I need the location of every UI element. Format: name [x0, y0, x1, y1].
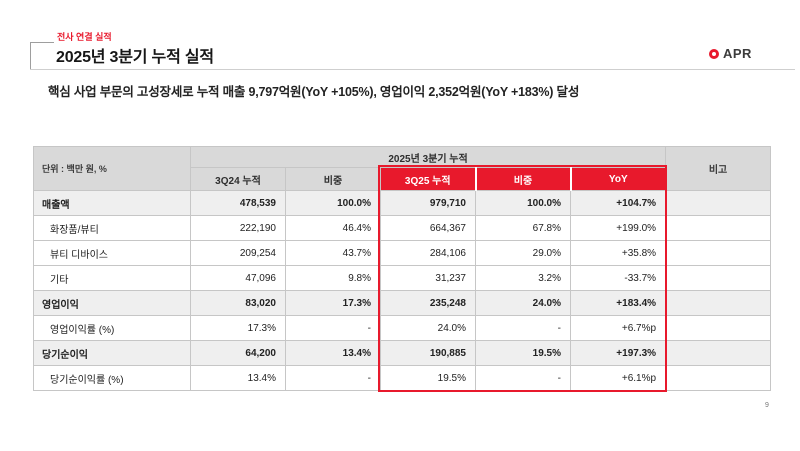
unit-label: 단위 : 백만 원, %	[33, 146, 191, 191]
table-cell: 100.0%	[285, 190, 381, 216]
logo-ring-icon	[709, 48, 719, 59]
table-row: 영업이익률 (%) 17.3% -24.0% - +6.7%p	[33, 315, 772, 341]
table-cell: 31,237	[380, 265, 476, 291]
group-header: 2025년 3분기 누적	[189, 146, 667, 168]
table-cell: 24.0%	[380, 315, 476, 341]
table-cell: 100.0%	[475, 190, 571, 216]
table-cell: +104.7%	[569, 190, 667, 216]
table-cell: -33.7%	[569, 265, 667, 291]
table-cell: +199.0%	[569, 215, 667, 241]
column-header: 비중	[285, 167, 381, 191]
table-cell: 24.0%	[475, 290, 571, 316]
table-cell: 64,200	[190, 340, 286, 366]
row-label: 당기순이익	[33, 340, 191, 366]
table-row: 당기순이익 64,200 13.4% 190,885 19.5% +197.3%	[33, 340, 772, 366]
table-cell: +6.7%p	[569, 315, 667, 341]
row-label: 뷰티 디바이스	[33, 240, 191, 266]
table-cell: +6.1%p	[569, 365, 667, 391]
note-cell	[665, 290, 772, 316]
table-cell: 284,106	[380, 240, 476, 266]
section-label: 전사 연결 실적	[57, 32, 112, 42]
table-cell: 9.8%	[285, 265, 381, 291]
table-cell: 19.5%	[380, 365, 476, 391]
table-cell: 979,710	[380, 190, 476, 216]
header-divider	[30, 69, 795, 70]
results-table: 단위 : 백만 원, % 2025년 3분기 누적 비고 3Q24 누적 비중 3Q…	[33, 146, 772, 391]
title-bracket-left	[30, 42, 31, 69]
table-cell: -	[475, 315, 571, 341]
table-cell: 3.2%	[475, 265, 571, 291]
table-cell: -	[285, 315, 381, 341]
results-table-body: 매출액 478,539 100.0% 979,710 100.0% +104.7% 화장품/…	[33, 190, 772, 391]
note-cell	[665, 315, 772, 341]
note-cell	[665, 215, 772, 241]
table-row: 화장품/뷰티 222,190 46.4% 664,367 67.8% +199.0%	[33, 215, 772, 241]
column-header: 3Q24 누적	[190, 167, 286, 191]
table-cell: 19.5%	[475, 340, 571, 366]
table-cell: -	[475, 365, 571, 391]
table-cell: 13.4%	[190, 365, 286, 391]
note-cell	[665, 265, 772, 291]
row-label: 당기순이익률 (%)	[33, 365, 191, 391]
table-row: 뷰티 디바이스 209,254 43.7% 284,106 29.0% +35.8%	[33, 240, 772, 266]
table-cell: 664,367	[380, 215, 476, 241]
table-cell: 222,190	[190, 215, 286, 241]
table-cell: 43.7%	[285, 240, 381, 266]
note-cell	[665, 340, 772, 366]
table-cell: +183.4%	[569, 290, 667, 316]
row-label: 기타	[33, 265, 191, 291]
table-cell: 190,885	[380, 340, 476, 366]
note-cell	[665, 365, 772, 391]
table-cell: +35.8%	[569, 240, 667, 266]
column-header: 3Q25 누적	[380, 167, 476, 191]
table-cell: 209,254	[190, 240, 286, 266]
table-row: 매출액 478,539 100.0% 979,710 100.0% +104.7%	[33, 190, 772, 216]
note-cell	[665, 240, 772, 266]
column-header-row: 3Q24 누적 비중 3Q25 누적 비중 YoY	[34, 167, 771, 191]
row-label: 화장품/뷰티	[33, 215, 191, 241]
row-label: 영업이익률 (%)	[33, 315, 191, 341]
table-cell: 17.3%	[285, 290, 381, 316]
title-bracket-top	[30, 42, 54, 43]
column-header: YoY	[569, 167, 667, 191]
group-header-row: 단위 : 백만 원, % 2025년 3분기 누적 비고	[33, 146, 772, 191]
table-cell: 17.3%	[190, 315, 286, 341]
page-title: 2025년 3분기 누적 실적	[56, 49, 214, 66]
logo-text: APR	[723, 46, 752, 61]
table-cell: 46.4%	[285, 215, 381, 241]
note-header: 비고	[665, 146, 772, 191]
table-cell: -	[285, 365, 381, 391]
table-cell: 83,020	[190, 290, 286, 316]
key-message: 핵심 사업 부문의 고성장세로 누적 매출 9,797억원(YoY +105%)…	[48, 85, 580, 99]
table-row: 기타 47,096 9.8% 31,237 3.2% -33.7%	[33, 265, 772, 291]
table-cell: +197.3%	[569, 340, 667, 366]
table-row: 영업이익 83,020 17.3% 235,248 24.0% +183.4%	[33, 290, 772, 316]
table-cell: 67.8%	[475, 215, 571, 241]
row-label: 영업이익	[33, 290, 191, 316]
table-cell: 13.4%	[285, 340, 381, 366]
table-cell: 235,248	[380, 290, 476, 316]
column-header: 비중	[474, 167, 571, 191]
table-cell: 47,096	[190, 265, 286, 291]
note-cell	[665, 190, 772, 216]
table-cell: 29.0%	[475, 240, 571, 266]
row-label: 매출액	[33, 190, 191, 216]
table-cell: 478,539	[190, 190, 286, 216]
apr-logo: APR	[709, 46, 752, 61]
page-number: 9	[765, 402, 769, 409]
table-row: 당기순이익률 (%) 13.4% -19.5% - +6.1%p	[33, 365, 772, 391]
